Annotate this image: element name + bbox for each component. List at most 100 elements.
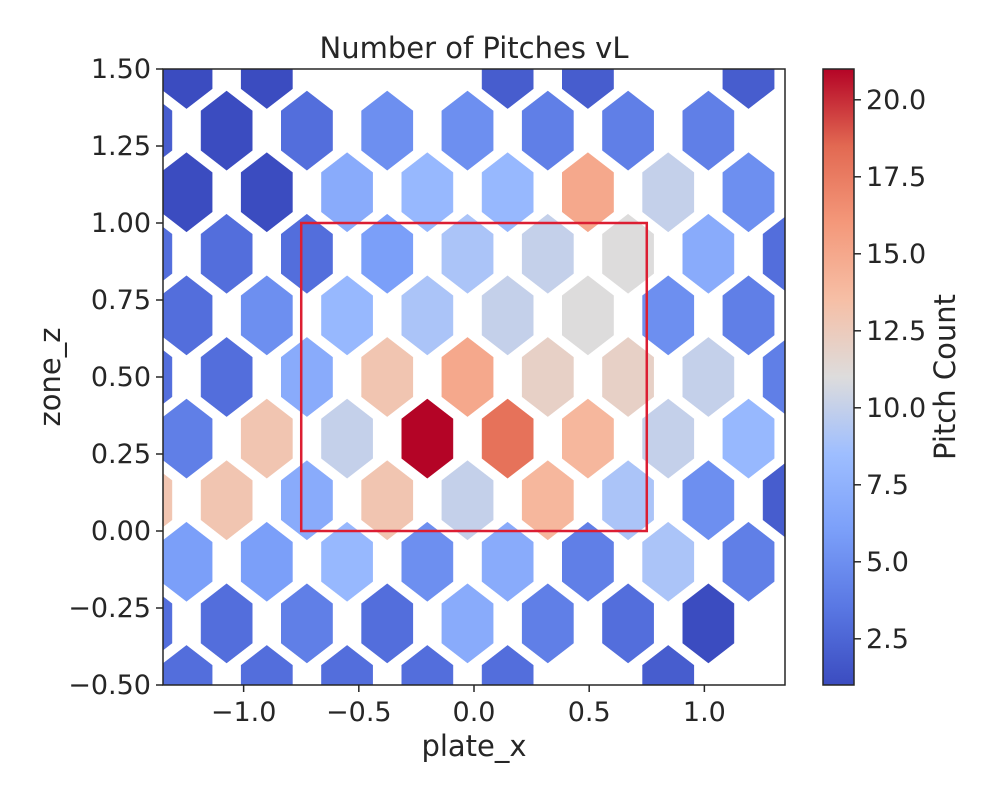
x-tick-label: −1.0 — [211, 697, 277, 728]
hex-bin — [561, 398, 614, 479]
hex-bin — [521, 213, 574, 294]
hex-bin — [200, 213, 253, 294]
hex-bin — [602, 337, 654, 417]
strike-zone-box — [299, 221, 649, 533]
y-tick-label: 1.00 — [91, 208, 151, 239]
hex-bin — [361, 90, 414, 171]
hex-bin — [401, 645, 454, 685]
hex-bin — [682, 460, 735, 541]
hex-bin — [682, 90, 735, 171]
hex-bin — [163, 350, 173, 404]
hex-bin — [481, 398, 534, 479]
hex-bin — [561, 521, 614, 602]
colorbar-tick-label: 10.0 — [866, 393, 926, 424]
hex-bin — [280, 213, 333, 294]
x-tick-label: −0.5 — [326, 697, 392, 728]
colorbar — [822, 68, 855, 686]
hex-bin — [200, 583, 253, 664]
colorbar-tick-label: 2.5 — [866, 624, 909, 655]
hex-bin — [200, 90, 253, 171]
hex-bin — [280, 583, 333, 664]
x-tick-label: 1.0 — [683, 697, 726, 728]
hex-bin — [441, 337, 494, 417]
hex-bin — [163, 645, 213, 685]
hex-bin — [481, 521, 534, 602]
hex-bin — [722, 69, 775, 109]
hex-bin — [200, 337, 253, 417]
hex-bin — [642, 521, 695, 602]
y-axis: −0.50 −0.25 0.00 0.25 0.50 0.75 1.00 1.25 1.50 — [68, 54, 163, 701]
hex-bin — [762, 463, 785, 538]
hex-bin — [441, 90, 494, 171]
x-axis-label: plate_x — [421, 729, 526, 763]
colorbar-tick-label: 12.5 — [866, 316, 926, 347]
hex-bin — [163, 275, 213, 356]
colorbar-tick-label: 17.5 — [866, 162, 926, 193]
hexbin-layer — [163, 69, 785, 685]
hex-bin — [321, 645, 373, 685]
hex-bin — [521, 337, 574, 417]
hex-bin — [321, 398, 373, 479]
hex-bin — [682, 583, 735, 664]
hex-bin — [762, 216, 785, 291]
hex-bin — [441, 460, 494, 541]
hex-bin — [401, 275, 454, 356]
hex-bin — [240, 152, 293, 233]
hex-bin — [240, 398, 293, 479]
y-tick-label: −0.25 — [68, 593, 151, 624]
x-tick-label: 0.0 — [453, 697, 496, 728]
hex-bin — [481, 69, 534, 109]
hex-bin — [722, 398, 775, 479]
hex-bin — [163, 596, 173, 651]
hex-bin — [163, 152, 213, 233]
hex-bin — [163, 69, 213, 109]
y-tick-label: 0.75 — [91, 285, 151, 316]
colorbar-label: Pitch Count — [928, 294, 962, 460]
hex-bin — [163, 521, 213, 602]
hex-bin — [240, 645, 293, 685]
hex-bin — [401, 521, 454, 602]
hex-bin — [561, 69, 614, 109]
hex-bin — [602, 583, 654, 664]
hex-bin — [722, 521, 775, 602]
hex-bin — [163, 226, 173, 281]
hex-bin — [163, 103, 173, 158]
x-tick-label: 0.5 — [568, 697, 611, 728]
y-tick-label: 1.50 — [91, 54, 151, 85]
hex-bin — [602, 213, 654, 294]
hex-bin — [441, 213, 494, 294]
hex-bin — [200, 460, 253, 541]
y-tick-label: −0.50 — [68, 670, 151, 701]
hex-bin — [361, 460, 414, 541]
y-tick-label: 0.00 — [91, 516, 151, 547]
y-axis-label: zone_z — [33, 328, 67, 427]
hex-bin — [481, 645, 534, 685]
hex-bin — [441, 583, 494, 664]
hex-bin — [762, 339, 785, 415]
hex-bin — [561, 275, 614, 356]
hex-bin — [521, 583, 574, 664]
hex-bin — [682, 337, 735, 417]
y-tick-label: 0.25 — [91, 439, 151, 470]
hex-bin — [602, 460, 654, 541]
hex-bin — [401, 152, 454, 233]
hex-bin — [240, 69, 293, 109]
hex-bin — [602, 90, 654, 171]
hex-bin — [361, 583, 414, 664]
hex-bin — [240, 521, 293, 602]
colorbar-ticks: 2.5 5.0 7.5 10.0 12.5 15.0 17.5 20.0 — [854, 85, 926, 655]
colorbar-tick-label: 20.0 — [866, 85, 926, 116]
hex-bin — [280, 90, 333, 171]
hex-bin — [561, 152, 614, 233]
x-axis: −1.0 −0.5 0.0 0.5 1.0 — [211, 685, 726, 728]
hex-bin — [163, 473, 173, 528]
hex-bin — [682, 213, 735, 294]
hex-bin — [481, 152, 534, 233]
chart-title: Number of Pitches vL — [320, 31, 629, 65]
hex-bin — [321, 275, 373, 356]
hex-bin — [642, 152, 695, 233]
hex-bin — [321, 521, 373, 602]
hex-bin — [163, 398, 213, 479]
hex-bin — [642, 645, 695, 685]
y-tick-label: 0.50 — [91, 362, 151, 393]
